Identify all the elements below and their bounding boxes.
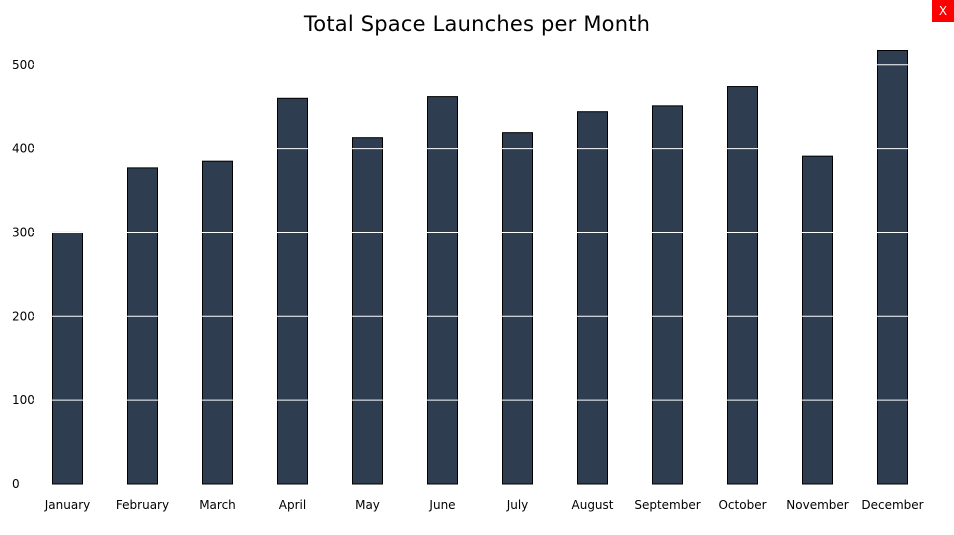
- x-tick-label: January: [44, 498, 91, 512]
- x-tick-label: March: [199, 498, 236, 512]
- bar-march: [202, 160, 233, 485]
- bar-february: [127, 167, 158, 485]
- bar-may: [352, 137, 383, 485]
- y-tick-label: 100: [12, 393, 35, 407]
- x-tick-label: September: [634, 498, 700, 512]
- x-tick-label: December: [861, 498, 923, 512]
- y-tick-label: 200: [12, 309, 35, 323]
- bar-august: [577, 111, 608, 485]
- x-tick-label: October: [718, 498, 766, 512]
- x-tick-label: August: [572, 498, 614, 512]
- x-tick-label: June: [428, 498, 455, 512]
- bar-july: [502, 132, 533, 485]
- y-tick-label: 400: [12, 142, 35, 156]
- bar-october: [727, 86, 758, 485]
- close-button[interactable]: X: [932, 0, 954, 22]
- x-tick-label: February: [116, 498, 169, 512]
- x-tick-label: May: [355, 498, 380, 512]
- bar-september: [652, 105, 683, 485]
- y-tick-label: 0: [12, 477, 20, 491]
- x-tick-label: April: [279, 498, 306, 512]
- y-tick-label: 300: [12, 225, 35, 239]
- bar-april: [277, 97, 308, 485]
- bar-november: [802, 155, 833, 485]
- chart-title: Total Space Launches per Month: [303, 12, 651, 36]
- bar-june: [427, 96, 458, 485]
- x-tick-label: July: [506, 498, 529, 512]
- x-tick-label: November: [786, 498, 848, 512]
- bar-december: [877, 49, 908, 485]
- y-tick-label: 500: [12, 58, 35, 72]
- bar-january: [52, 231, 83, 485]
